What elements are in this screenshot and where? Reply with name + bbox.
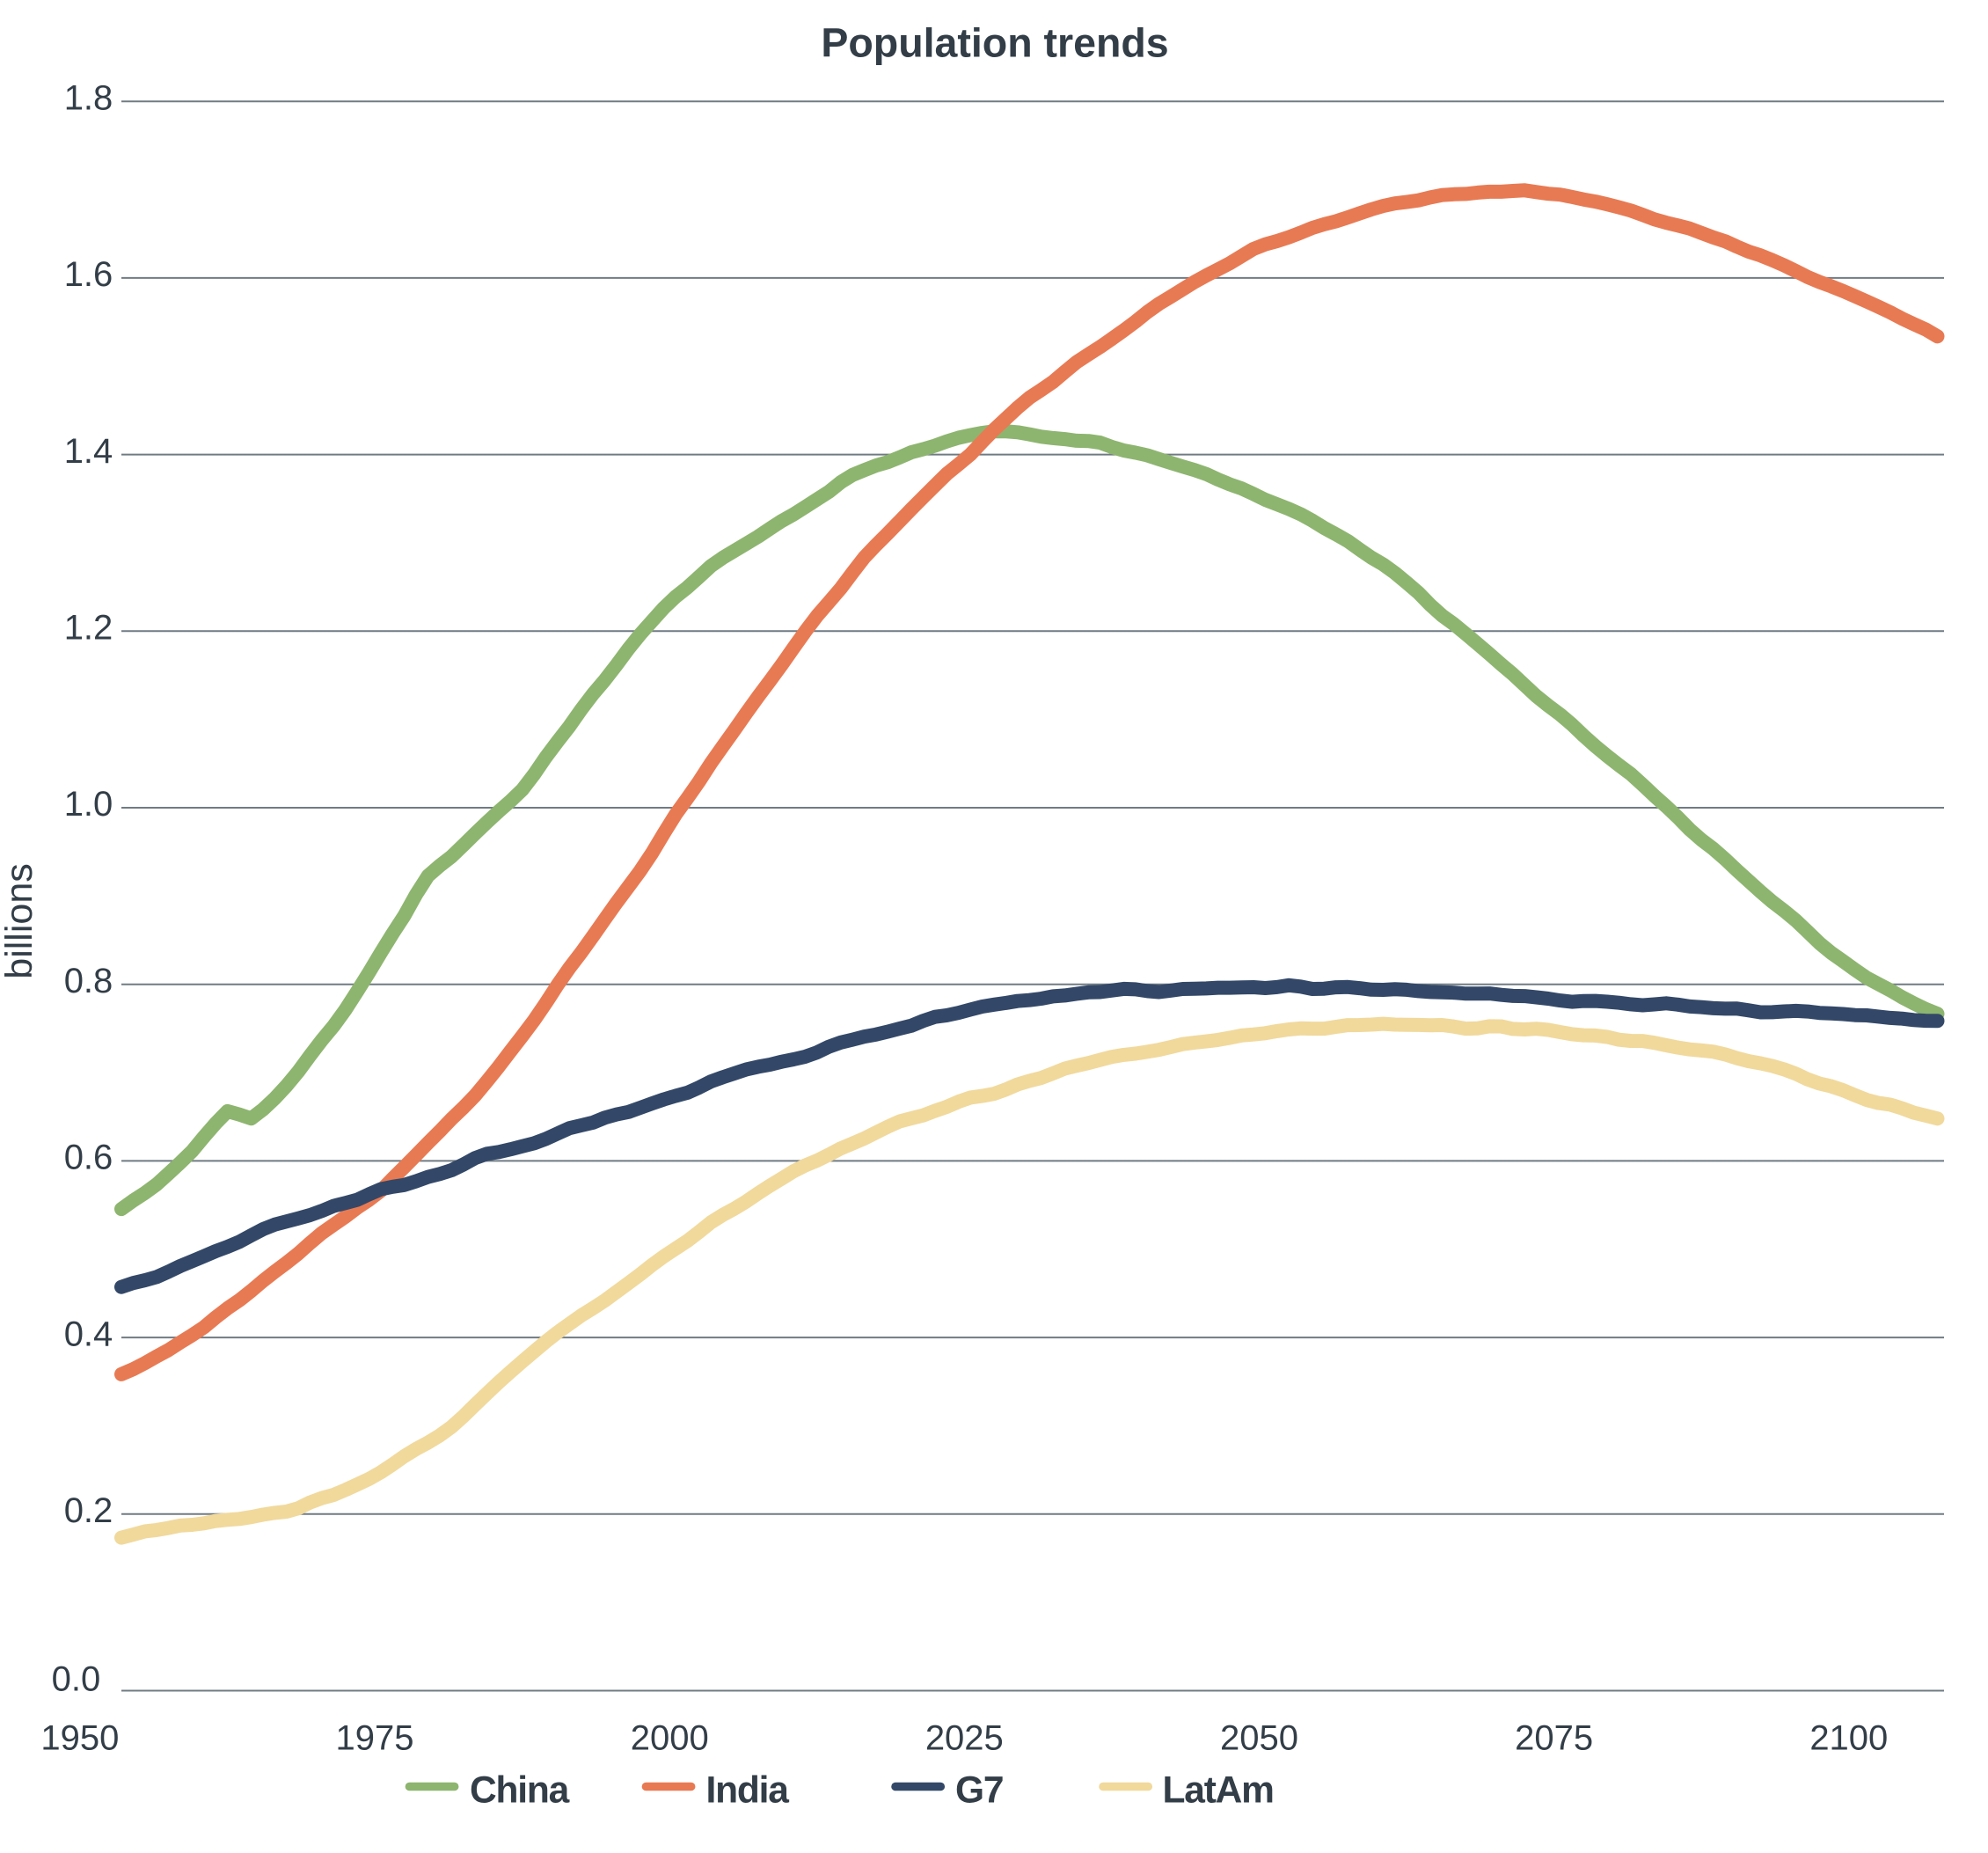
svg-text:China: China xyxy=(470,1770,570,1812)
svg-text:LatAm: LatAm xyxy=(1163,1770,1274,1812)
svg-text:0.8: 0.8 xyxy=(64,962,113,1000)
svg-text:2075: 2075 xyxy=(1515,1719,1593,1758)
svg-text:0.2: 0.2 xyxy=(64,1491,113,1530)
svg-text:2100: 2100 xyxy=(1809,1719,1888,1758)
svg-text:1.8: 1.8 xyxy=(64,78,113,117)
svg-text:1.0: 1.0 xyxy=(64,785,113,824)
svg-text:1950: 1950 xyxy=(40,1719,119,1758)
svg-text:India: India xyxy=(706,1770,790,1812)
svg-text:Population trends: Population trends xyxy=(821,19,1168,65)
svg-text:2050: 2050 xyxy=(1220,1719,1298,1758)
svg-text:0.0: 0.0 xyxy=(52,1660,101,1699)
svg-text:1.6: 1.6 xyxy=(64,255,113,294)
svg-text:2025: 2025 xyxy=(925,1719,1004,1758)
svg-text:billions: billions xyxy=(0,863,40,978)
svg-text:1.4: 1.4 xyxy=(64,432,113,471)
svg-text:2000: 2000 xyxy=(631,1719,709,1758)
svg-text:1975: 1975 xyxy=(336,1719,414,1758)
svg-text:0.4: 0.4 xyxy=(64,1315,113,1353)
svg-text:G7: G7 xyxy=(955,1770,1003,1812)
svg-text:1.2: 1.2 xyxy=(64,609,113,648)
svg-text:0.6: 0.6 xyxy=(64,1139,113,1177)
